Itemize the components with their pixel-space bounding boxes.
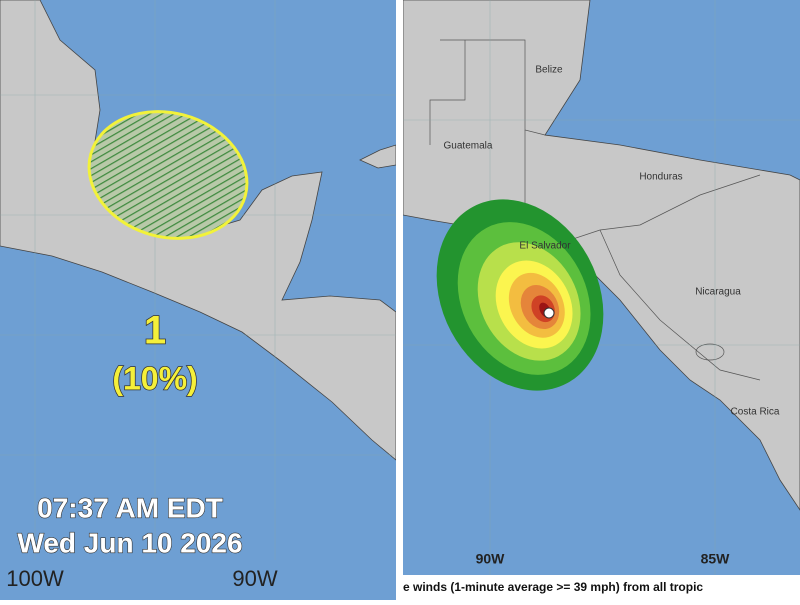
left-map: 1 (10%) 07:37 AM EDT Wed Jun 10 2026 100… <box>0 0 396 600</box>
outlook-area <box>87 110 249 240</box>
time: 07:37 AM EDT <box>37 492 223 523</box>
longitude-label: 85W <box>701 551 731 567</box>
wind-probability <box>436 199 604 391</box>
storm-number: 1 <box>144 309 166 353</box>
longitude-label: 90W <box>232 566 277 591</box>
country-label: El Salvador <box>519 241 571 252</box>
longitude-label: 90W <box>476 551 506 567</box>
storm-center <box>543 307 555 319</box>
caption: e winds (1-minute average >= 39 mph) fro… <box>403 580 703 594</box>
country-label: Nicaragua <box>695 287 741 298</box>
date: Wed Jun 10 2026 <box>17 527 242 558</box>
country-label: Belize <box>535 65 563 76</box>
probability: (10%) <box>112 360 197 396</box>
country-label: Guatemala <box>444 141 493 152</box>
right-map: Belize Guatemala Honduras El Salvador Ni… <box>403 0 800 600</box>
country-label: Costa Rica <box>731 407 780 418</box>
country-label: Honduras <box>639 172 682 183</box>
longitude-label: 100W <box>6 566 64 591</box>
